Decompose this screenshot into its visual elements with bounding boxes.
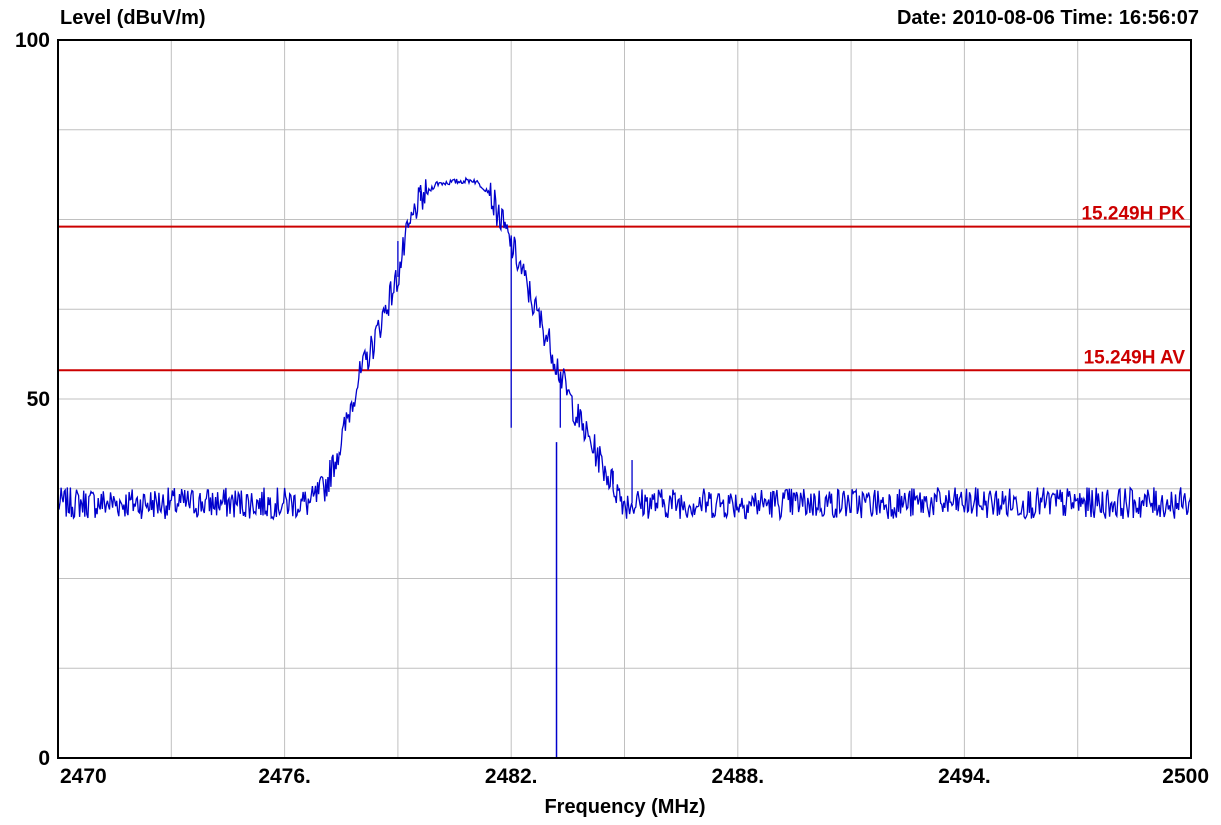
signal-trace — [57, 176, 1192, 758]
y-tick-label: 100 — [15, 29, 50, 52]
y-axis-title: Level (dBuV/m) — [60, 7, 206, 29]
limit-line-label: 15.249H AV — [1084, 347, 1186, 368]
x-tick-label: 2482. — [485, 765, 538, 788]
x-tick-label: 2470 — [60, 765, 107, 788]
grid-lines — [58, 40, 1191, 758]
y-tick-label: 50 — [27, 388, 50, 411]
trace-line — [57, 176, 1192, 522]
date-time-label: Date: 2010-08-06 Time: 16:56:07 — [897, 7, 1199, 29]
x-axis-title: Frequency (MHz) — [544, 796, 705, 818]
plot-frame — [57, 39, 1192, 759]
limit-line-label: 15.249H PK — [1081, 204, 1185, 225]
y-tick-labels: 0 50 100 — [15, 29, 50, 770]
x-tick-label: 2488. — [712, 765, 765, 788]
y-tick-label: 0 — [38, 747, 50, 770]
x-tick-label: 2500 — [1162, 765, 1209, 788]
x-tick-labels: 2470 2476. 2482. 2488. 2494. 2500 — [60, 765, 1209, 788]
x-tick-label: 2494. — [938, 765, 991, 788]
limit-lines: 15.249H PK 15.249H AV — [58, 204, 1191, 372]
x-tick-label: 2476. — [258, 765, 311, 788]
